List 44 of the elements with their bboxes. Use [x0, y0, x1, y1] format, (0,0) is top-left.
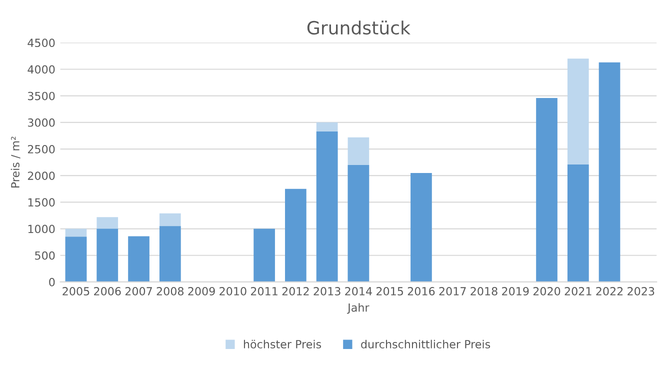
x-tick-label: 2011 [250, 287, 278, 296]
bar [536, 98, 558, 282]
x-tick-label: 2018 [470, 287, 498, 296]
x-tick-label: 2012 [282, 287, 309, 296]
y-tick-label: 1500 [28, 198, 55, 207]
bar [410, 172, 432, 282]
x-tick-label: 2023 [628, 287, 654, 296]
x-tick-label: 2020 [533, 287, 560, 296]
x-tick-label: 2009 [188, 287, 215, 296]
x-tick-label: 2007 [125, 287, 152, 296]
y-tick-label: 3000 [28, 118, 55, 127]
x-tick-label: 2016 [408, 287, 435, 296]
bar [96, 228, 118, 282]
x-tick-label: 2008 [156, 287, 184, 296]
legend-label: durchschnittlicher Preis [361, 340, 490, 348]
y-tick-label: 3500 [28, 92, 55, 100]
x-tick-label: 2017 [439, 287, 466, 296]
y-axis-title: Preis / m² [10, 136, 20, 188]
x-tick-label: 2019 [502, 287, 529, 296]
x-tick-label: 2005 [62, 287, 90, 296]
x-axis-title: Jahr [347, 303, 370, 314]
bar [254, 228, 275, 282]
y-tick-label: 500 [35, 251, 55, 260]
chart-title: Grundstück [307, 20, 410, 35]
x-tick-label: 2010 [220, 287, 246, 296]
x-tick-label: 2022 [596, 287, 623, 296]
legend-label: höchster Preis [244, 340, 322, 348]
y-tick-label: 4500 [28, 38, 55, 48]
x-tick-label: 2006 [94, 287, 121, 296]
bar [598, 62, 620, 282]
bar [159, 226, 181, 282]
bar [285, 188, 306, 282]
bar [128, 236, 150, 282]
x-tick-label: 2015 [376, 287, 403, 296]
x-tick-label: 2013 [314, 287, 340, 296]
y-tick-label: 0 [49, 278, 55, 286]
bar [567, 164, 589, 282]
x-tick-label: 2021 [564, 287, 592, 296]
y-tick-label: 2000 [28, 172, 55, 180]
y-tick-label: 2500 [28, 144, 55, 154]
y-tick-label: 4000 [28, 65, 55, 74]
bar [348, 164, 370, 282]
x-tick-label: 2014 [345, 287, 372, 296]
y-tick-label: 1000 [28, 224, 55, 234]
